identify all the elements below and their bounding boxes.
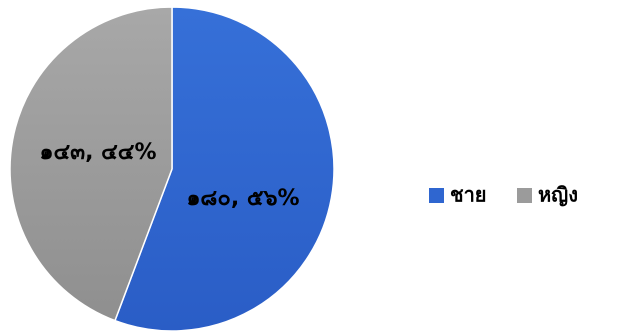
data-labels: ๑๘๐, ๕๖% ๑๔๓, ๔๔% — [39, 140, 299, 211]
legend-swatch-1 — [429, 188, 444, 203]
legend-swatch-2 — [517, 188, 532, 203]
legend-label-2: หญิง — [538, 183, 578, 207]
pie-slice-2 — [9, 6, 173, 322]
pie-slices — [9, 6, 335, 332]
data-label-2: ๑๔๓, ๔๔% — [39, 140, 156, 165]
legend: ชาย หญิง — [429, 183, 578, 207]
data-label-1: ๑๘๐, ๕๖% — [186, 186, 299, 211]
pie-slice-1 — [113, 6, 335, 332]
legend-label-1: ชาย — [450, 183, 487, 207]
